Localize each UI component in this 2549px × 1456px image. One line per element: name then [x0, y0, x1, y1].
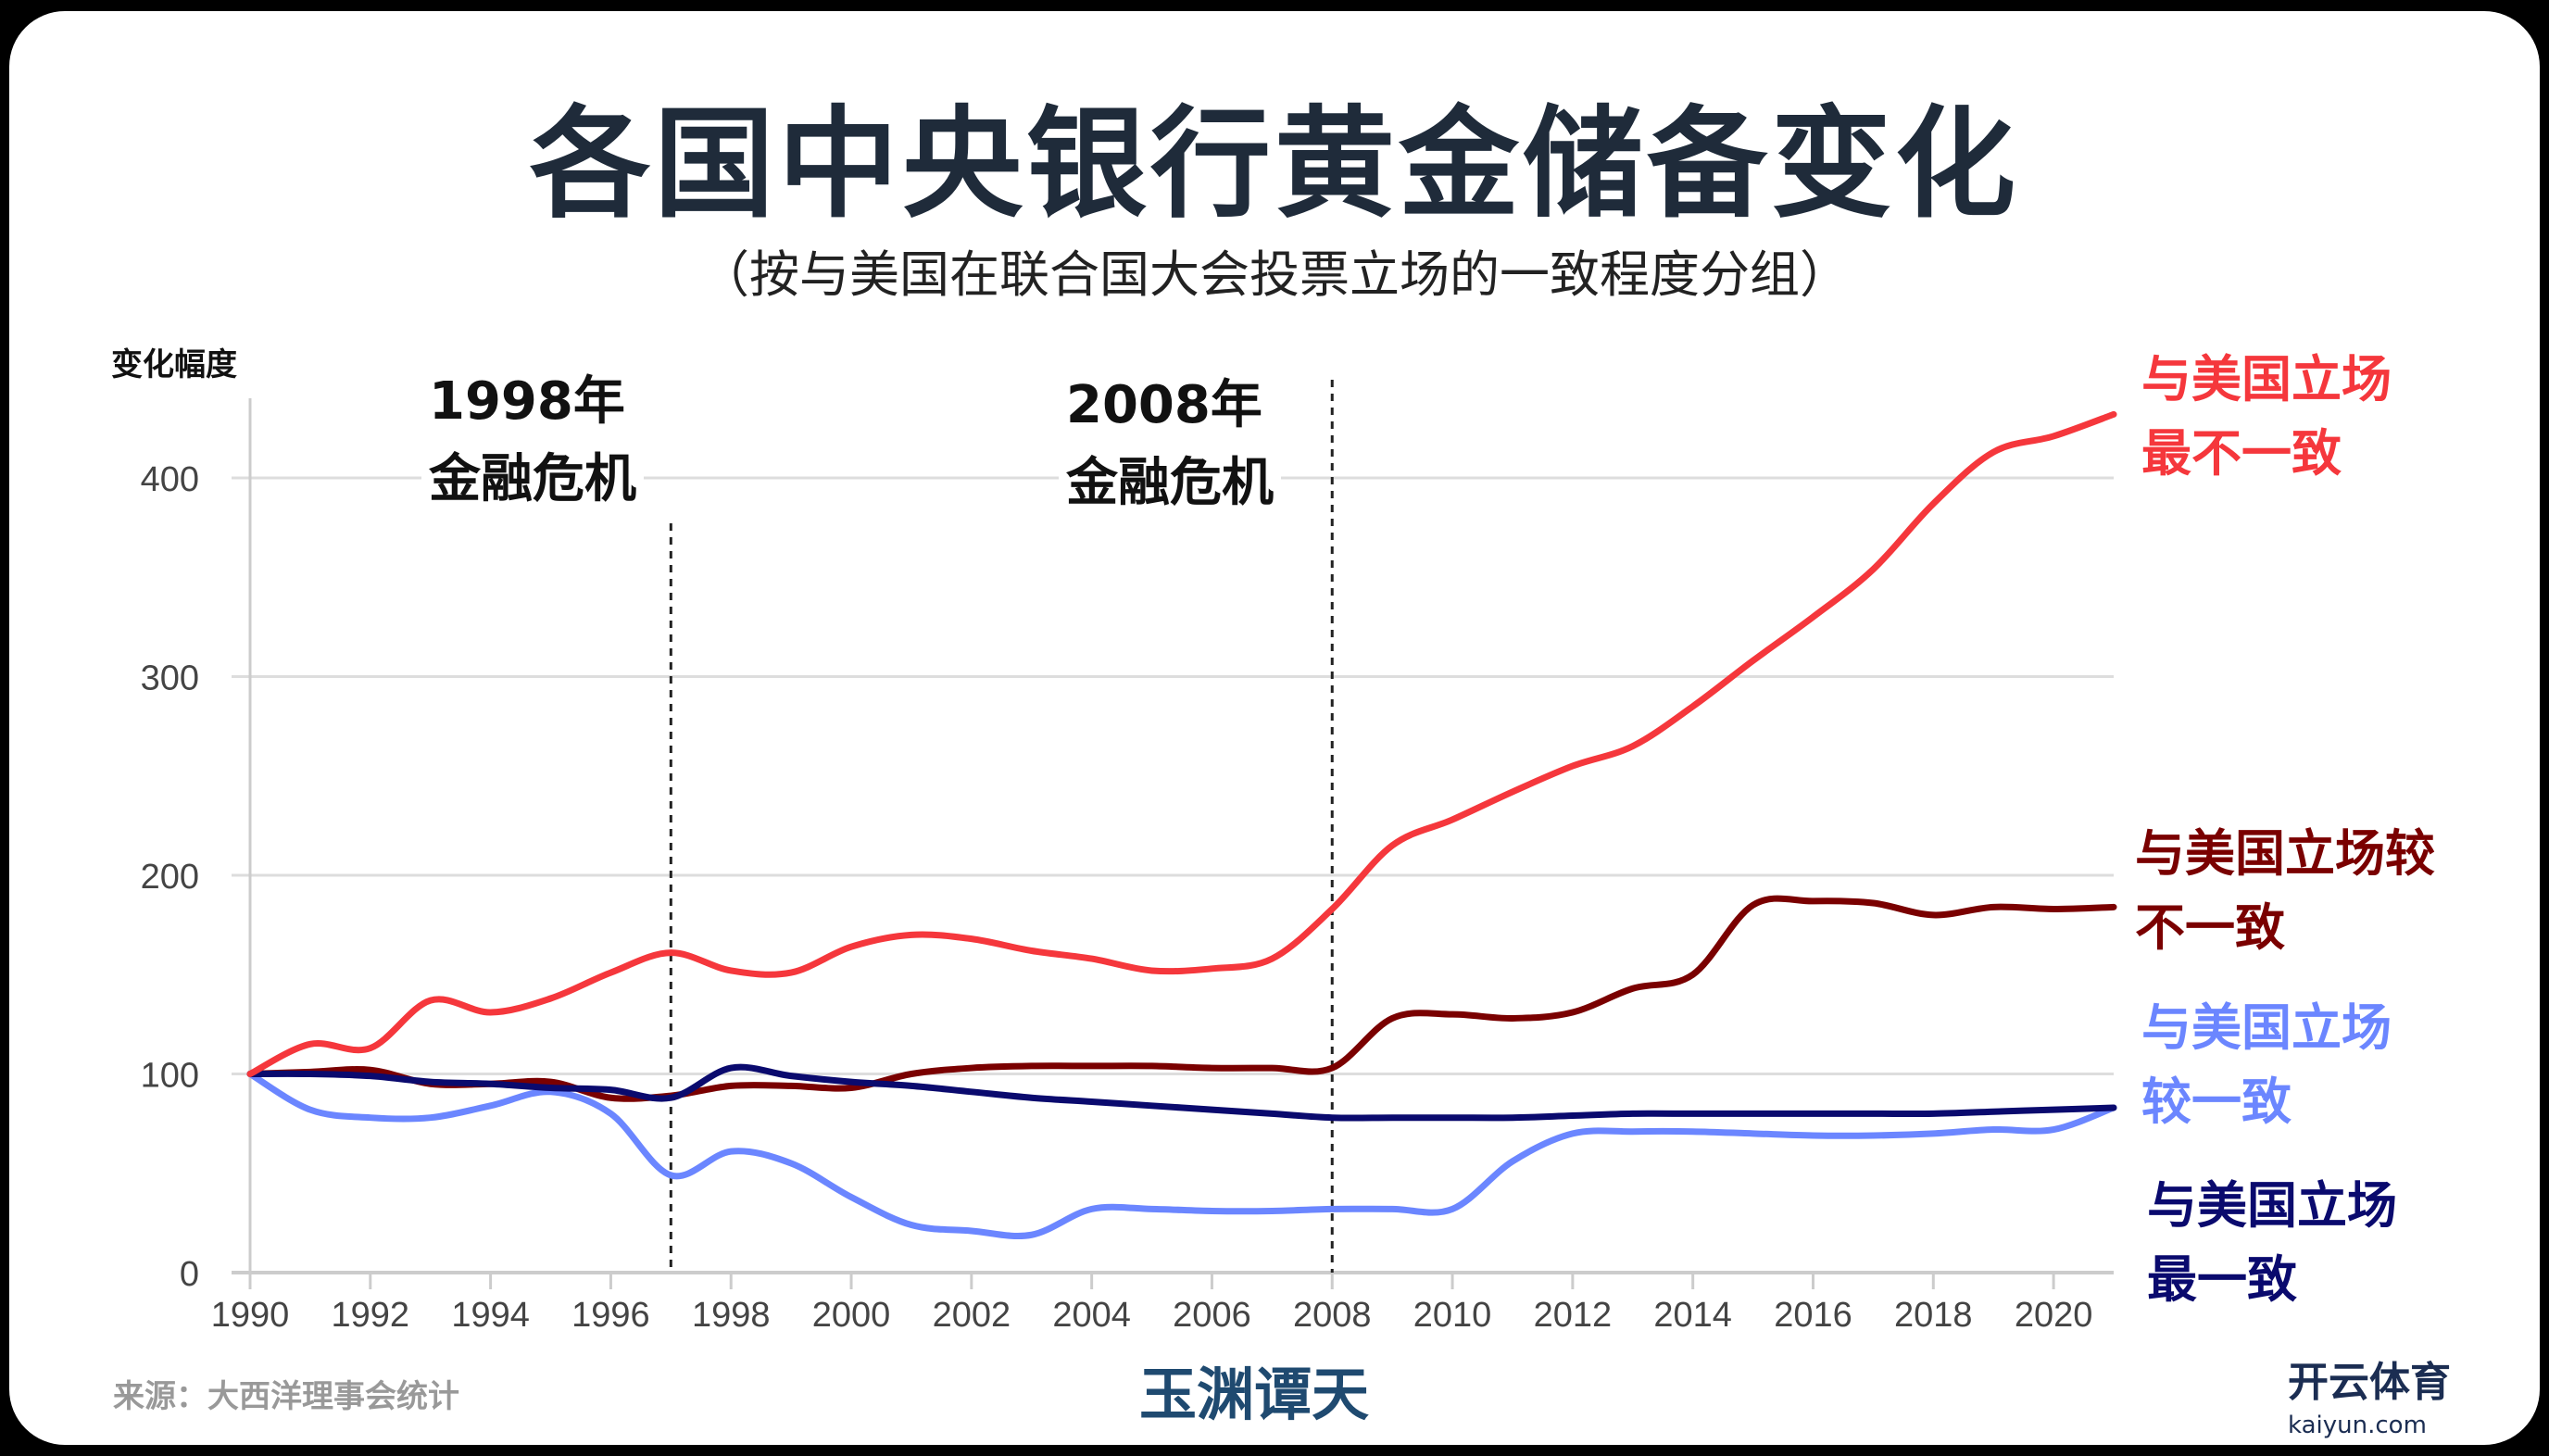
- x-tick-label: 1996: [571, 1296, 650, 1335]
- legend-line: 与美国立场: [2147, 1176, 2397, 1235]
- x-tick-label: 2002: [933, 1296, 1011, 1335]
- y-axis-label: 变化幅度: [111, 346, 237, 383]
- y-tick-label: 300: [141, 659, 199, 698]
- x-tick-label: 2000: [812, 1296, 891, 1335]
- series-line-0: [246, 410, 2117, 1077]
- legend-label-most-aligned: 与美国立场 最一致: [2147, 1169, 2397, 1317]
- legend-line: 较一致: [2141, 1073, 2292, 1131]
- x-tick-label: 2008: [1293, 1296, 1372, 1335]
- x-tick-label: 1992: [332, 1296, 410, 1335]
- source-note: 来源：大西洋理事会统计: [113, 1378, 459, 1415]
- series-line-3: [246, 1063, 2117, 1122]
- x-tick-label: 2016: [1774, 1296, 1852, 1335]
- annotation-line: 金融危机: [1066, 453, 1274, 513]
- logo-subtext: kaiyun.com: [2288, 1412, 2427, 1439]
- legend-line: 与美国立场: [2141, 998, 2392, 1057]
- x-tick-label: 1990: [211, 1296, 290, 1335]
- x-tick-label: 2010: [1413, 1296, 1492, 1335]
- legend-line: 最不一致: [2141, 424, 2342, 483]
- legend-label-least-aligned: 与美国立场 最不一致: [2141, 343, 2392, 491]
- annotation-line: 2008年: [1066, 375, 1262, 435]
- x-tick-label: 2020: [2015, 1296, 2093, 1335]
- annotation-2008-crisis: 2008年 金融危机: [1059, 367, 1281, 522]
- legend-line: 最一致: [2147, 1250, 2297, 1309]
- legend-label-more-aligned: 与美国立场 较一致: [2141, 991, 2392, 1139]
- x-tick-label: 1998: [692, 1296, 771, 1335]
- logo-text: 开云体育: [2288, 1359, 2451, 1406]
- y-tick-label: 0: [180, 1255, 199, 1294]
- annotation-line: 1998年: [429, 371, 625, 432]
- y-tick-label: 400: [141, 460, 199, 499]
- chart-title: 各国中央银行黄金储备变化: [529, 94, 2019, 234]
- x-tick-label: 2014: [1653, 1296, 1732, 1335]
- legend-line: 与美国立场: [2141, 350, 2392, 408]
- y-tick-label: 100: [141, 1057, 199, 1096]
- series-line-1: [246, 895, 2117, 1102]
- x-tick-label: 1994: [451, 1296, 530, 1335]
- x-tick-label: 2006: [1173, 1296, 1251, 1335]
- annotation-line: 金融危机: [429, 449, 636, 509]
- x-tick-label: 2012: [1534, 1296, 1613, 1335]
- chart-card: [9, 11, 2540, 1445]
- logo-yuyuantantian: 玉渊谭天: [1139, 1361, 1370, 1428]
- x-tick-label: 2018: [1894, 1296, 1973, 1335]
- legend-line: 不一致: [2135, 898, 2285, 957]
- y-tick-label: 200: [141, 858, 199, 897]
- x-tick-label: 2004: [1052, 1296, 1131, 1335]
- annotation-1998-crisis: 1998年 金融危机: [421, 363, 644, 519]
- legend-line: 与美国立场较: [2135, 824, 2435, 883]
- legend-label-less-aligned: 与美国立场较 不一致: [2135, 817, 2435, 965]
- logo-kaiyun: 开云体育 kaiyun.com: [2288, 1362, 2451, 1447]
- series-line-2: [246, 1071, 2117, 1239]
- chart-subtitle: （按与美国在联合国大会投票立场的一致程度分组）: [699, 245, 1850, 304]
